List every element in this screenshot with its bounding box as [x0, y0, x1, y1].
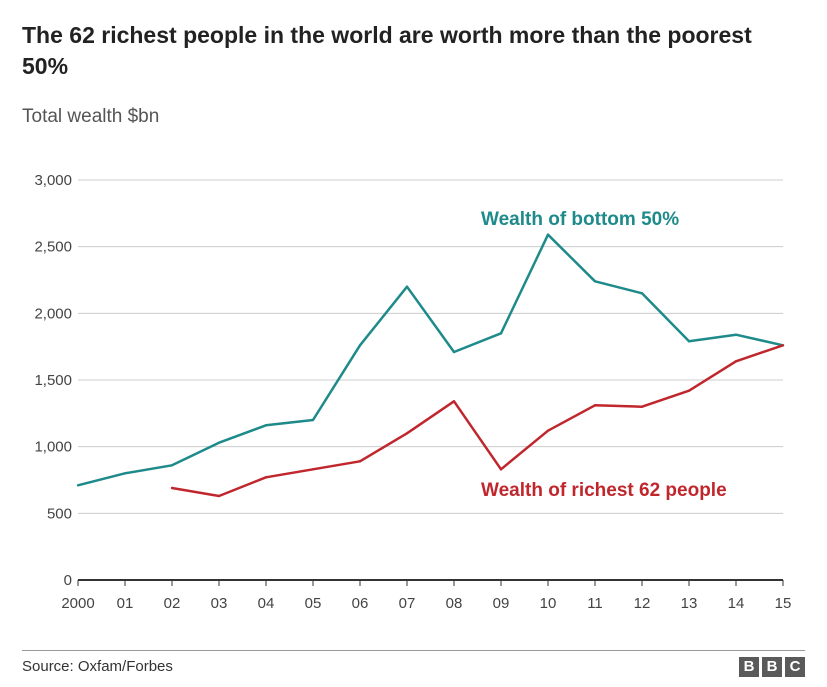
data-point	[264, 476, 268, 479]
x-axis: 2000 01 02 03 04 05 06 07 08 09 10 11 12 13 14 15	[61, 579, 792, 612]
x-tick-label: 13	[681, 595, 698, 612]
x-tick-label: 03	[211, 595, 228, 612]
series-label-bottom-50: Wealth of bottom 50%	[481, 209, 679, 230]
data-point	[499, 332, 503, 335]
source-note: Source: Oxfam/Forbes	[22, 658, 173, 675]
x-tick-label: 06	[352, 595, 369, 612]
series-label-richest-62: Wealth of richest 62 people	[481, 480, 727, 501]
data-point	[170, 486, 174, 490]
data-point	[358, 344, 362, 347]
x-tick-label: 04	[258, 595, 275, 612]
footer-divider	[22, 650, 805, 651]
x-tick-label: 01	[117, 595, 134, 612]
data-point	[405, 432, 409, 435]
data-point	[734, 360, 738, 363]
logo-letter: B	[739, 657, 759, 677]
data-point	[170, 464, 174, 467]
y-tick-label: 3,000	[34, 172, 72, 189]
y-axis-ticks: 0 500 1,000 1,500 2,000 2,500 3,000	[34, 172, 72, 589]
y-tick-label: 500	[47, 505, 72, 522]
y-tick-label: 2,500	[34, 239, 72, 256]
data-point	[76, 484, 80, 487]
logo-letter: B	[762, 657, 782, 677]
y-tick-label: 1,500	[34, 372, 72, 389]
data-point	[593, 404, 597, 407]
data-point	[687, 340, 691, 343]
y-tick-label: 2,000	[34, 305, 72, 322]
data-point	[264, 424, 268, 427]
x-tick-label: 07	[399, 595, 416, 612]
x-tick-label: 12	[634, 595, 651, 612]
y-tick-label: 0	[64, 572, 72, 589]
data-point	[217, 494, 221, 498]
x-tick-label: 05	[305, 595, 322, 612]
data-point	[217, 441, 221, 444]
data-point	[123, 472, 127, 475]
data-point	[546, 429, 550, 432]
data-point	[734, 333, 738, 336]
chart-title: The 62 richest people in the world are w…	[22, 22, 752, 79]
data-point	[452, 350, 456, 354]
x-tick-label: 11	[587, 595, 603, 612]
data-point	[358, 460, 362, 463]
series-line-0	[77, 233, 784, 487]
data-point	[687, 389, 691, 392]
series-line-1	[171, 344, 784, 498]
x-tick-label: 15	[775, 595, 792, 612]
x-tick-label: 14	[728, 595, 745, 612]
x-tick-label: 2000	[61, 595, 94, 612]
y-tick-label: 1,000	[34, 439, 72, 456]
data-point	[781, 344, 785, 347]
data-point	[640, 405, 644, 408]
data-point	[405, 285, 409, 288]
x-tick-label: 02	[164, 595, 181, 612]
logo-letter: C	[785, 657, 805, 677]
x-tick-label: 10	[540, 595, 557, 612]
data-point	[640, 292, 644, 295]
data-point	[311, 468, 315, 471]
data-point	[593, 280, 597, 283]
gridlines	[78, 179, 783, 514]
data-point	[452, 400, 456, 403]
chart-subtitle: Total wealth $bn	[22, 106, 160, 127]
data-point	[546, 233, 550, 236]
series-lines	[76, 233, 785, 498]
bbc-logo: B B C	[739, 657, 805, 677]
x-tick-label: 09	[493, 595, 510, 612]
x-tick-label: 08	[446, 595, 463, 612]
data-point	[499, 468, 503, 471]
data-point	[311, 418, 315, 422]
